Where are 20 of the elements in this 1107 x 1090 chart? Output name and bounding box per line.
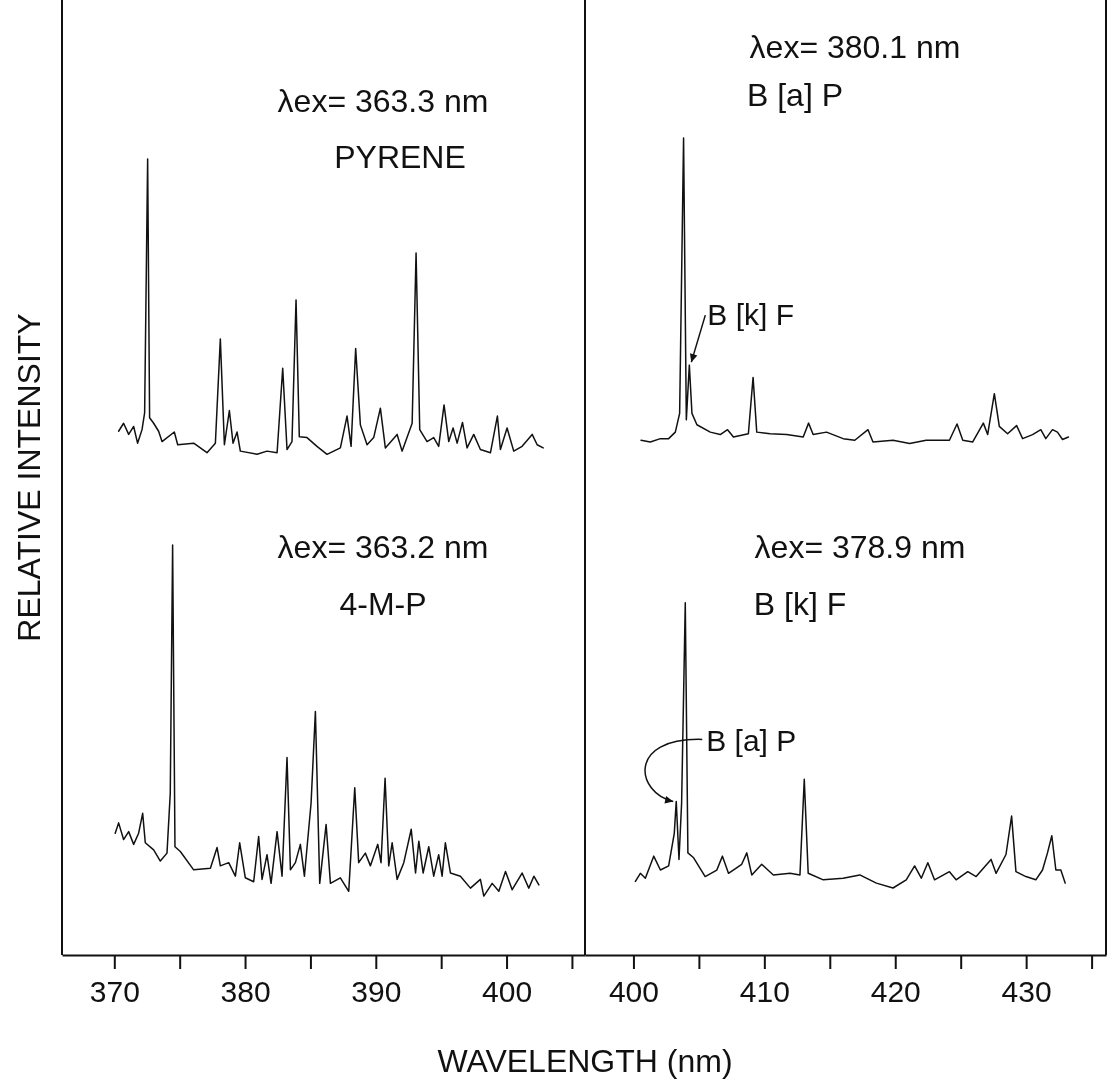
x-tick-label: 400 <box>608 975 659 1008</box>
text: λex= 363.3 nm <box>277 83 489 119</box>
x-tick-label: 410 <box>739 975 790 1008</box>
x-tick-label: 430 <box>1001 975 1052 1008</box>
text: λex= 380.1 nm <box>749 29 961 65</box>
x-tick-label: 380 <box>220 975 271 1008</box>
y-axis-title: RELATIVE INTENSITY <box>11 313 47 642</box>
annotation: λex= 363.2 nm <box>277 529 489 565</box>
x-tick-label: 390 <box>351 975 402 1008</box>
text: B [k] F <box>753 586 847 622</box>
text: 4-M-P <box>339 586 427 622</box>
x-tick-label: 370 <box>89 975 140 1008</box>
x-axis-title: WAVELENGTH (nm) <box>437 1043 733 1079</box>
annotation: B [a] P <box>706 724 797 758</box>
text: B [a] P <box>746 77 844 113</box>
x-tick-label: 420 <box>870 975 921 1008</box>
text: PYRENE <box>334 139 466 175</box>
x-tick-label: 400 <box>482 975 533 1008</box>
annotation: λex= 378.9 nm <box>754 529 966 565</box>
annotation: B [k] F <box>707 298 795 332</box>
